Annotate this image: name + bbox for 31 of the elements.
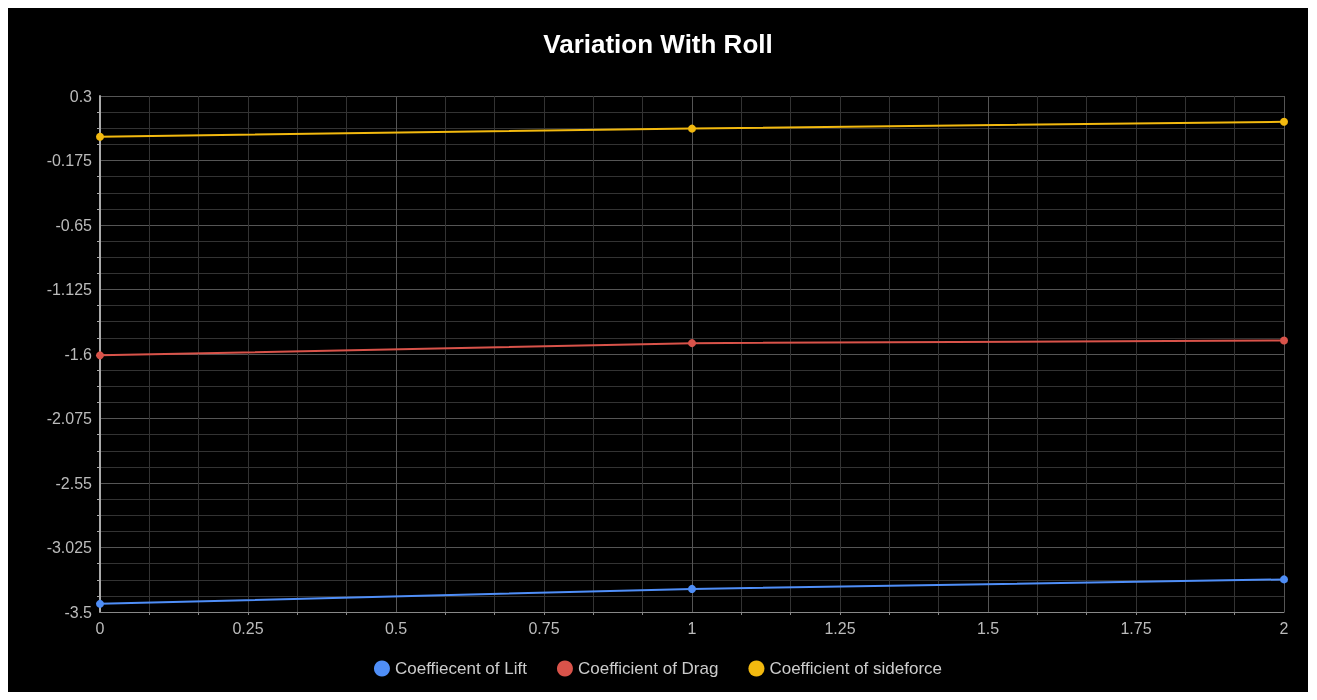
- x-tick-label: 0.25: [232, 619, 264, 637]
- point: [96, 132, 104, 141]
- y-tick-label: -0.65: [55, 216, 93, 234]
- point: [1280, 117, 1288, 126]
- x-tick-label: 0.5: [384, 619, 408, 637]
- y-tick-label: -0.175: [46, 152, 93, 169]
- x-tick-label: 1.25: [824, 619, 856, 637]
- point: [96, 351, 104, 360]
- legend-label: Coefficient of sideforce: [769, 659, 943, 678]
- point: [1280, 336, 1288, 345]
- point: [96, 599, 104, 608]
- point: [688, 584, 696, 593]
- legend-label: Coeffiecent of Lift: [394, 659, 528, 678]
- x-tick-label: 0.75: [528, 619, 560, 637]
- y-tick-label: -3.025: [46, 539, 93, 556]
- point: [688, 124, 696, 133]
- x-tick-label: 0: [95, 619, 105, 637]
- y-tick-label: 0.3: [69, 87, 93, 105]
- x-tick-label: 1.75: [1120, 619, 1152, 637]
- y-tick-label: -1.6: [64, 345, 93, 363]
- x-tick-label: 2: [1279, 619, 1289, 637]
- y-tick-label: -3.5: [64, 603, 93, 621]
- legend-label: Coefficient of Drag: [577, 659, 719, 678]
- point: [1280, 575, 1288, 584]
- y-tick-label: -2.55: [55, 474, 93, 492]
- x-tick-label: 1: [687, 619, 697, 637]
- y-tick-label: -2.075: [46, 410, 93, 427]
- chart-title: Variation With Roll: [543, 29, 773, 59]
- x-tick-label: 1.5: [976, 619, 1000, 637]
- point: [688, 339, 696, 348]
- y-tick-label: -1.125: [46, 281, 93, 298]
